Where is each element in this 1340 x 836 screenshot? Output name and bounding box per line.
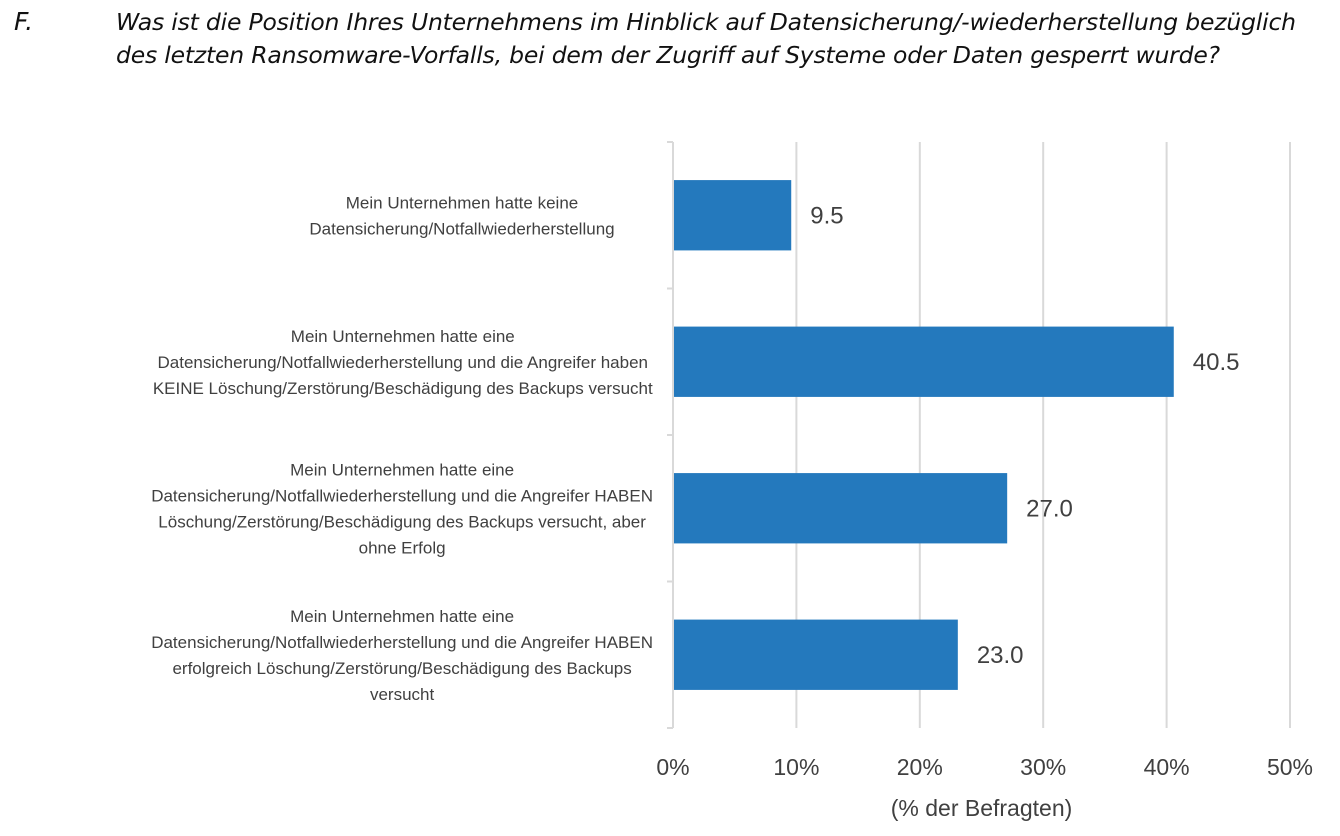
value-label-2: 27.0 [1026, 495, 1073, 522]
bar-1 [674, 326, 1174, 397]
category-label-line: KEINE Löschung/Zerstörung/Beschädigung d… [153, 379, 653, 398]
value-label-1: 40.5 [1193, 349, 1240, 376]
category-label-line: Mein Unternehmen hatte keine [346, 193, 578, 212]
category-label-line: Mein Unternehmen hatte eine [291, 327, 515, 346]
category-label-line: Datensicherung/Notfallwiederherstellung … [151, 486, 653, 505]
question-title: Was ist die Position Ihres Unternehmens … [116, 8, 1296, 69]
category-label-line: Mein Unternehmen hatte eine [290, 460, 514, 479]
x-tick-label-30: 30% [1020, 754, 1066, 780]
bar-3 [674, 619, 958, 690]
category-label-line: Datensicherung/Notfallwiederherstellung … [151, 633, 653, 652]
category-label-line: erfolgreich Löschung/Zerstörung/Beschädi… [172, 659, 631, 678]
x-axis-title: (% der Befragten) [891, 795, 1073, 821]
category-label-2: Mein Unternehmen hatte eine Datensicherun… [151, 460, 653, 557]
bar-0 [674, 180, 792, 251]
category-label-1: Mein Unternehmen hatte eine Datensicherun… [153, 327, 653, 398]
category-label-line: versucht [370, 685, 435, 704]
category-label-line: ohne Erfolg [359, 538, 446, 557]
bar-2 [674, 473, 1008, 544]
x-tick-label-0: 0% [656, 754, 689, 780]
x-tick-label-40: 40% [1144, 754, 1190, 780]
category-label-0: Mein Unternehmen hatte keine Datensicheru… [309, 193, 614, 238]
category-label-line: Löschung/Zerstörung/Beschädigung des Bac… [158, 512, 646, 531]
category-label-line: Datensicherung/Notfallwiederherstellung [309, 219, 614, 238]
x-tick-label-10: 10% [773, 754, 819, 780]
x-tick-label-50: 50% [1267, 754, 1313, 780]
x-tick-label-20: 20% [897, 754, 943, 780]
category-label-3: Mein Unternehmen hatte eine Datensicherun… [151, 607, 653, 704]
x-tick-labels: 0% 10% 20% 30% 40% 50% [656, 754, 1313, 780]
value-labels: 9.5 40.5 27.0 23.0 [810, 202, 1239, 669]
category-labels: Mein Unternehmen hatte keine Datensicheru… [151, 193, 653, 704]
bars [674, 180, 1174, 690]
category-label-line: Mein Unternehmen hatte eine [290, 607, 514, 626]
value-label-3: 23.0 [977, 642, 1024, 669]
question-letter: F. [14, 7, 34, 36]
category-label-line: Datensicherung/Notfallwiederherstellung … [158, 353, 649, 372]
value-label-0: 9.5 [810, 202, 843, 229]
